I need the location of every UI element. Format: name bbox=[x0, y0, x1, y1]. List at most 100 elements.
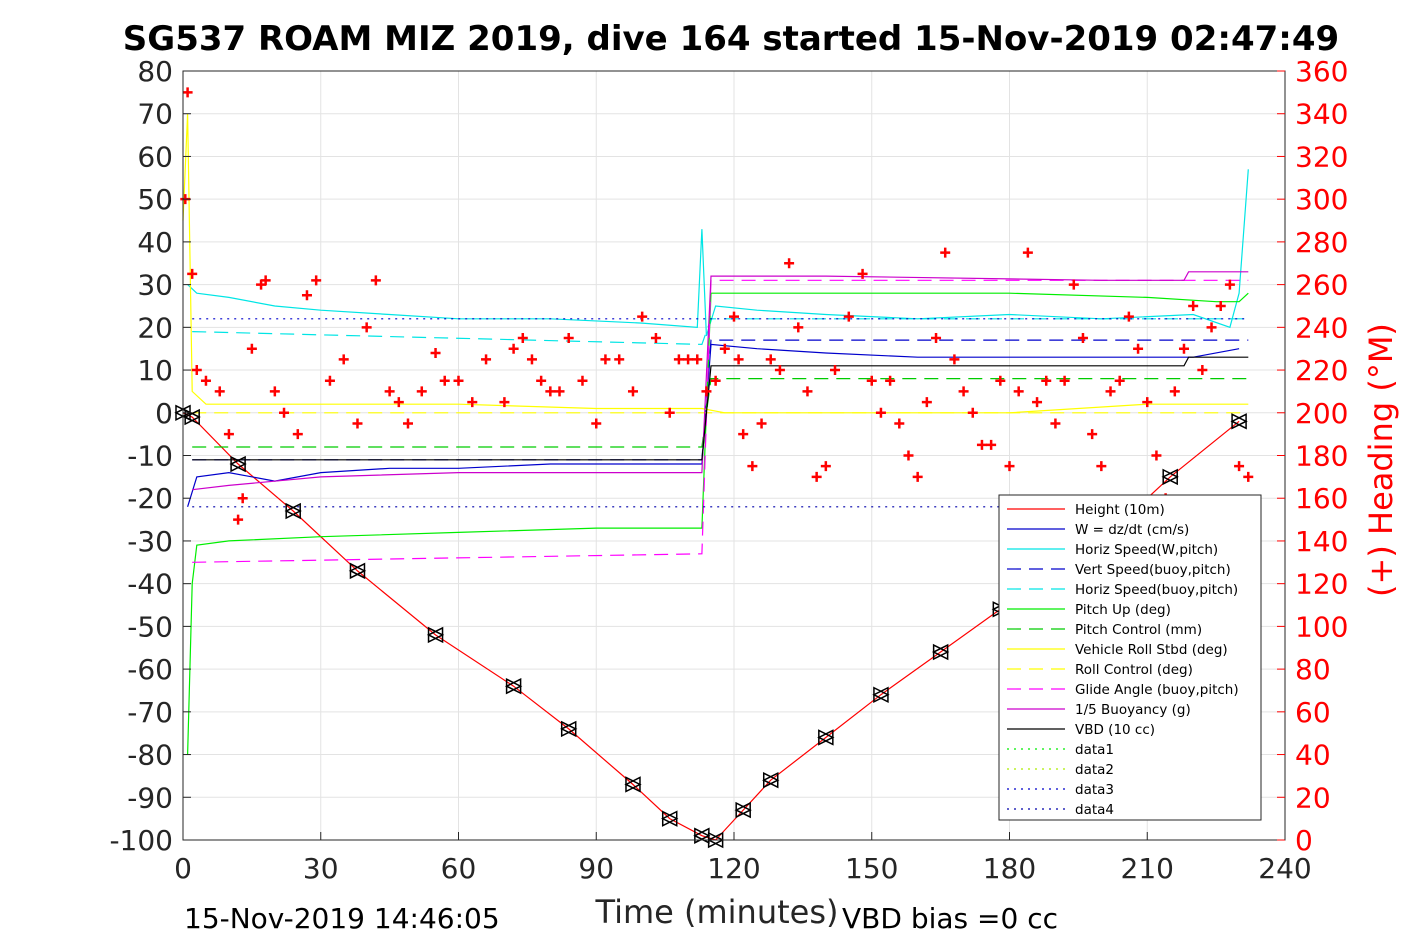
heading-point bbox=[384, 386, 395, 397]
y-right-tick-label: 80 bbox=[1295, 653, 1331, 686]
heading-point bbox=[1022, 247, 1033, 258]
heading-point bbox=[857, 268, 868, 279]
y-tick-label: -90 bbox=[127, 781, 173, 814]
heading-point bbox=[370, 275, 381, 286]
y-right-tick-label: 180 bbox=[1295, 440, 1348, 473]
depth-marker bbox=[284, 502, 301, 520]
heading-point bbox=[187, 268, 198, 279]
heading-point bbox=[729, 311, 739, 322]
y-tick-label: 40 bbox=[137, 226, 173, 259]
heading-point bbox=[1142, 397, 1153, 408]
heading-point bbox=[894, 418, 905, 429]
footer-timestamp: 15-Nov-2019 14:46:05 bbox=[184, 902, 500, 935]
heading-point bbox=[1133, 343, 1144, 354]
y-tick-label: 10 bbox=[137, 354, 173, 387]
heading-point bbox=[802, 386, 813, 397]
heading-point bbox=[967, 407, 978, 418]
y-tick-label: -70 bbox=[127, 696, 173, 729]
heading-point bbox=[260, 275, 271, 286]
y-right-tick-label: 340 bbox=[1295, 98, 1348, 131]
series-vbd-10-cc- bbox=[192, 356, 1249, 461]
y-tick-label: 80 bbox=[137, 55, 173, 88]
depth-marker bbox=[661, 810, 678, 827]
heading-point bbox=[1123, 311, 1134, 322]
y-tick-label: 30 bbox=[137, 269, 173, 302]
heading-point bbox=[1013, 386, 1024, 397]
heading-point bbox=[1151, 450, 1162, 461]
y-right-tick-label: 240 bbox=[1295, 311, 1348, 344]
heading-point bbox=[200, 375, 211, 386]
heading-point bbox=[182, 87, 193, 98]
heading-point bbox=[940, 247, 951, 258]
x-tick-label: 60 bbox=[441, 852, 477, 885]
y-tick-label: 0 bbox=[155, 397, 173, 430]
heading-point bbox=[517, 333, 528, 344]
heading-point bbox=[756, 418, 767, 429]
legend-label: Glide Angle (buoy,pitch) bbox=[1075, 682, 1239, 698]
x-tick-label: 180 bbox=[983, 852, 1036, 885]
y-tick-label: -100 bbox=[109, 824, 173, 857]
heading-point bbox=[453, 375, 464, 386]
heading-point bbox=[393, 397, 404, 408]
bottom-axis-ticks: 0 30 60 90 120 150 180 210 240 bbox=[174, 832, 1312, 885]
series-layer bbox=[182, 113, 1249, 841]
heading-point bbox=[1224, 279, 1235, 290]
legend: Height (10m) W = dz/dt (cm/s) Horiz Speed(… bbox=[998, 494, 1262, 821]
heading-point bbox=[949, 354, 960, 365]
heading-point bbox=[747, 461, 758, 472]
heading-point bbox=[191, 365, 202, 376]
depth-marker bbox=[734, 801, 751, 819]
heading-point bbox=[499, 397, 510, 408]
series-pitch-up-deg- bbox=[187, 292, 1249, 755]
y-right-tick-label: 140 bbox=[1295, 525, 1348, 558]
heading-point bbox=[223, 429, 234, 440]
legend-label: Pitch Control (mm) bbox=[1075, 622, 1202, 638]
heading-point bbox=[1206, 322, 1217, 333]
x-tick-label: 210 bbox=[1121, 852, 1174, 885]
heading-point bbox=[986, 439, 997, 450]
heading-point bbox=[311, 275, 322, 286]
heading-point bbox=[637, 311, 648, 322]
y-tick-label: -30 bbox=[127, 525, 173, 558]
legend-label: Vert Speed(buoy,pitch) bbox=[1075, 562, 1231, 578]
legend-label: VBD (10 cc) bbox=[1075, 722, 1155, 738]
y-tick-label: -60 bbox=[127, 653, 173, 686]
heading-point bbox=[1041, 375, 1052, 386]
heading-point bbox=[866, 375, 877, 386]
y-tick-label: -10 bbox=[127, 440, 173, 473]
heading-point bbox=[1234, 461, 1245, 472]
legend-label: Horiz Speed(buoy,pitch) bbox=[1075, 582, 1238, 598]
heading-point bbox=[324, 375, 335, 386]
heading-point bbox=[830, 365, 841, 376]
depth-marker bbox=[1161, 468, 1178, 486]
depth-marker bbox=[348, 562, 366, 580]
y-right-tick-label: 160 bbox=[1295, 482, 1348, 515]
heading-point bbox=[269, 386, 280, 397]
legend-label: Height (10m) bbox=[1075, 502, 1165, 518]
y-right-tick-label: 40 bbox=[1295, 739, 1331, 772]
heading-point bbox=[765, 354, 776, 365]
y-right-tick-label: 200 bbox=[1295, 397, 1348, 430]
y-tick-label: 70 bbox=[137, 98, 173, 131]
legend-label: data4 bbox=[1075, 802, 1114, 818]
heading-point bbox=[793, 322, 804, 333]
depth-marker bbox=[931, 643, 949, 661]
y-tick-label: -40 bbox=[127, 568, 173, 601]
heading-point bbox=[710, 375, 721, 386]
heading-point bbox=[402, 418, 413, 429]
heading-point bbox=[995, 375, 1006, 386]
left-axis-ticks: 80 70 60 50 40 30 20 10 0 -10 -20 -30 -40 -50 -60 -70 -8… bbox=[109, 55, 191, 857]
y-right-tick-label: 260 bbox=[1295, 269, 1348, 302]
heading-point bbox=[931, 333, 942, 344]
heading-point bbox=[958, 386, 969, 397]
legend-label: Vehicle Roll Stbd (deg) bbox=[1075, 642, 1228, 658]
heading-point bbox=[738, 429, 749, 440]
y-right-tick-label: 320 bbox=[1295, 140, 1348, 173]
y-tick-label: 20 bbox=[137, 311, 173, 344]
x-tick-label: 120 bbox=[707, 852, 760, 885]
heading-point bbox=[1188, 300, 1199, 311]
heading-point bbox=[733, 354, 744, 365]
series-pitch-control-mm- bbox=[192, 378, 1249, 448]
heading-point bbox=[508, 343, 519, 354]
depth-marker bbox=[426, 626, 444, 644]
